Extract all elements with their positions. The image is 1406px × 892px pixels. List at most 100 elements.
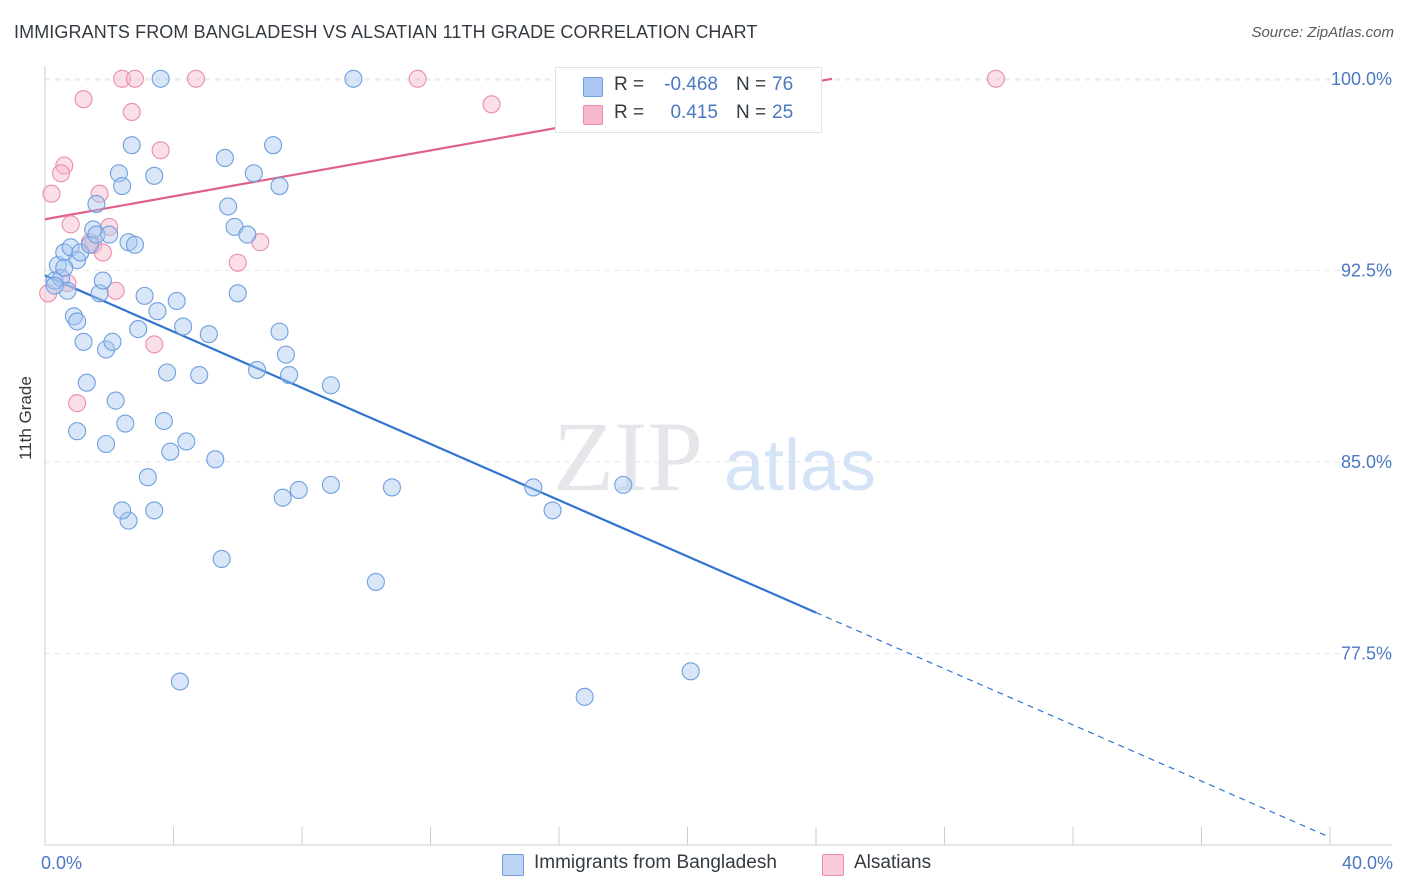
bangladesh-point	[77, 373, 96, 392]
bangladesh-point	[199, 325, 218, 344]
bangladesh-point	[382, 478, 402, 497]
stats-row-alsatians: R = 0.415 N = 25	[556, 100, 821, 128]
bangladesh-point	[148, 302, 167, 321]
bangladesh-point	[575, 687, 594, 706]
bangladesh-point	[71, 243, 90, 262]
bangladesh-point	[366, 572, 385, 591]
alsatians-points	[39, 69, 1005, 413]
watermark-zip: ZIP	[553, 401, 703, 512]
alsatians-point	[61, 215, 80, 234]
legend-swatch-alsatians	[822, 854, 844, 876]
bangladesh-point	[113, 501, 132, 520]
alsatians-point	[42, 184, 61, 203]
bangladesh-point	[244, 164, 263, 183]
swatch-alsatians	[583, 105, 603, 125]
alsatians-point	[52, 164, 71, 183]
alsatians-point	[151, 141, 170, 160]
alsatians-point	[986, 69, 1005, 88]
bangladesh-point	[96, 340, 116, 359]
swatch-bangladesh	[583, 77, 603, 97]
bangladesh-point	[74, 332, 93, 351]
bangladesh-point	[167, 291, 186, 311]
bangladesh-point	[145, 501, 164, 520]
alsatians-point	[408, 69, 427, 88]
y-tick-label: 100.0%	[1331, 69, 1392, 89]
bangladesh-points	[45, 69, 700, 706]
legend-item-alsatians[interactable]: Alsatians	[822, 852, 952, 878]
bangladesh-point	[177, 432, 196, 451]
bangladesh-point	[154, 411, 173, 431]
stats-row-bangladesh: R = -0.468 N = 76	[556, 72, 821, 100]
r-value: -0.468	[664, 74, 718, 95]
bangladesh-point	[93, 271, 112, 290]
alsatians-point	[68, 394, 87, 413]
bangladesh-point	[100, 225, 119, 244]
bangladesh-point	[344, 69, 363, 88]
r-label: R =	[614, 102, 645, 123]
stats-legend: R = -0.468 N = 76 R = 0.415 N = 25	[555, 67, 822, 133]
alsatians-point	[113, 69, 132, 88]
bangladesh-point	[68, 312, 87, 331]
alsatians-point	[125, 69, 144, 88]
alsatians-point	[74, 90, 93, 109]
alsatians-point	[90, 184, 109, 203]
bangladesh-point	[170, 672, 189, 691]
r-label: R =	[614, 74, 645, 95]
bangladesh-trend-line	[44, 274, 817, 614]
bangladesh-point	[289, 480, 308, 500]
bangladesh-point	[273, 488, 292, 507]
bangladesh-point	[55, 258, 74, 277]
r-value: 0.415	[670, 102, 718, 123]
alsatians-point	[228, 253, 247, 272]
bangladesh-point	[174, 317, 193, 336]
bangladesh-point	[228, 284, 247, 303]
bangladesh-point	[87, 194, 106, 213]
y-tick-label: 92.5%	[1341, 260, 1392, 280]
bangladesh-point	[122, 136, 141, 155]
bangladesh-point	[129, 320, 148, 339]
alsatians-point	[186, 69, 206, 88]
bangladesh-point	[270, 322, 289, 341]
source-credit: Source: ZipAtlas.com	[1251, 24, 1394, 41]
bangladesh-point	[103, 332, 122, 351]
legend-item-bangladesh[interactable]: Immigrants from Bangladesh	[502, 852, 802, 878]
bangladesh-point	[116, 414, 135, 433]
bangladesh-point	[190, 365, 209, 385]
bangladesh-point	[614, 475, 633, 494]
legend-swatch-bangladesh	[502, 854, 524, 876]
bangladesh-trend-extension	[815, 612, 1331, 838]
n-label: N =	[736, 102, 767, 123]
bangladesh-point	[321, 376, 340, 395]
legend-label-bangladesh: Immigrants from Bangladesh	[534, 852, 777, 873]
n-value: 76	[772, 74, 794, 95]
bangladesh-point	[212, 549, 231, 568]
tick-labels: 100.0% 92.5% 85.0% 77.5% 0.0% 40.0%	[41, 69, 1393, 873]
watermark-atlas: atlas	[724, 426, 876, 506]
y-tick-label: 85.0%	[1341, 452, 1392, 472]
alsatians-point	[482, 95, 501, 114]
bangladesh-point	[219, 197, 238, 216]
bangladesh-point	[80, 235, 100, 254]
legend-label-alsatians: Alsatians	[854, 852, 932, 873]
bangladesh-point	[543, 501, 562, 520]
bangladesh-point	[158, 363, 177, 382]
bangladesh-point	[119, 511, 138, 530]
bangladesh-point	[280, 365, 299, 385]
bangladesh-point	[206, 450, 225, 469]
chart-title: IMMIGRANTS FROM BANGLADESH VS ALSATIAN 1…	[14, 22, 758, 42]
bangladesh-point	[238, 225, 257, 244]
alsatians-point	[122, 102, 141, 122]
bangladesh-point	[264, 136, 283, 155]
bangladesh-point	[64, 307, 83, 326]
bangladesh-point	[96, 434, 116, 454]
bangladesh-point	[321, 475, 340, 494]
bangladesh-point	[68, 422, 87, 441]
bangladesh-point	[524, 478, 543, 497]
alsatians-point	[145, 335, 164, 354]
bangladesh-point	[161, 442, 180, 461]
bangladesh-point	[145, 166, 164, 185]
bangladesh-point	[270, 176, 289, 196]
bangladesh-point	[106, 391, 125, 410]
axes	[44, 66, 1392, 846]
